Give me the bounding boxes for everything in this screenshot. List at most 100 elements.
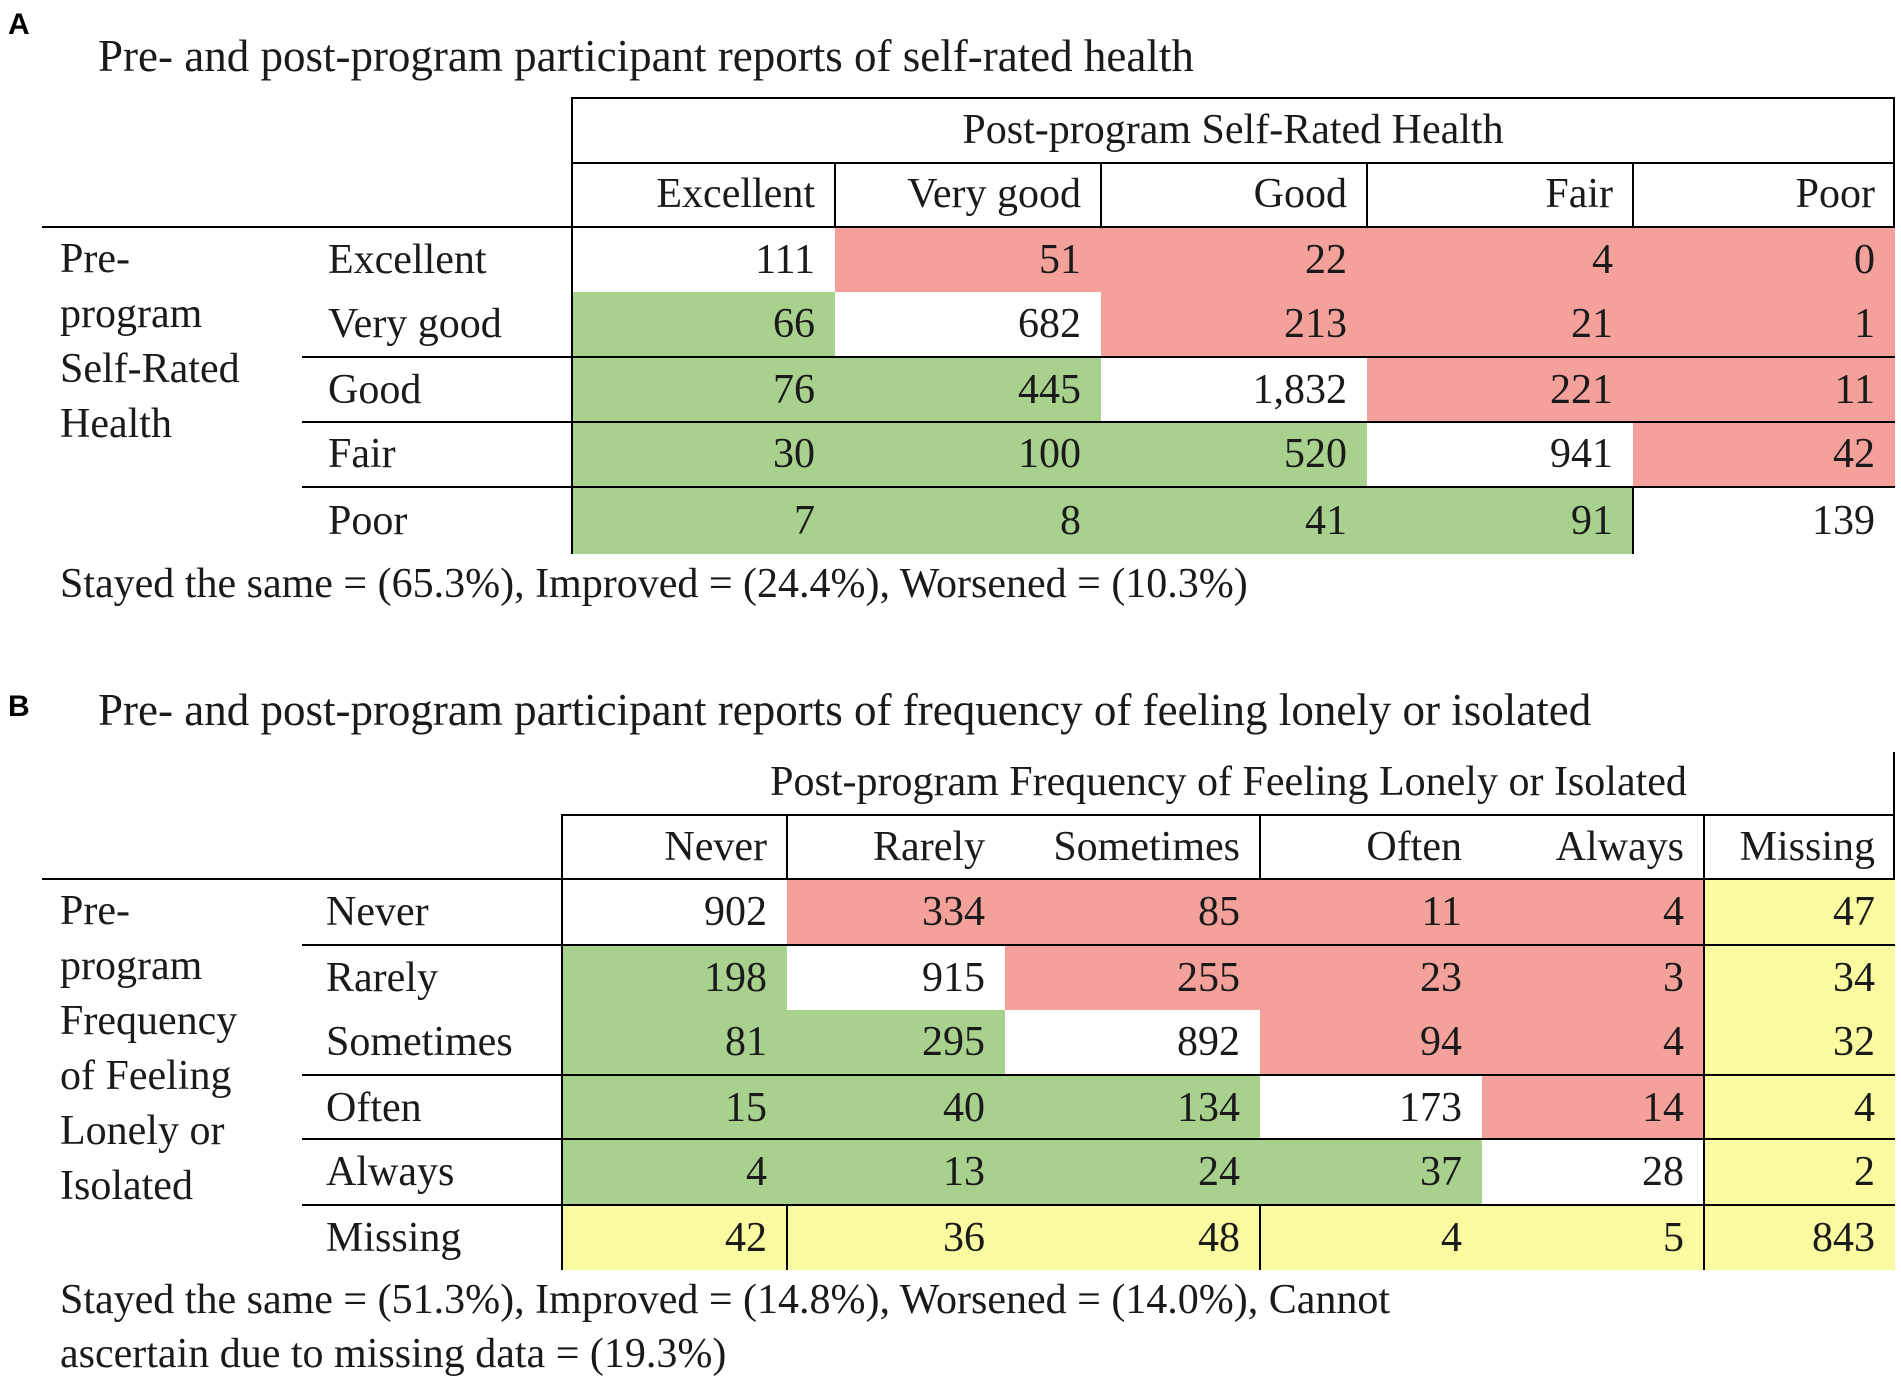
panel-b-rule [1703, 814, 1705, 1270]
panel-b-cell: 23 [1260, 946, 1482, 1010]
panel-b-cell: 13 [787, 1140, 1005, 1204]
panel-a-rule [1632, 488, 1634, 554]
panel-a-rule [1366, 162, 1368, 226]
panel-a-cell: 11 [1633, 358, 1895, 422]
panel-b-rule [1259, 814, 1261, 878]
panel-a-rule [42, 226, 1895, 228]
panel-b-footnote-line2: ascertain due to missing data = (19.3%) [60, 1331, 727, 1377]
panel-b-cell: 32 [1704, 1010, 1895, 1074]
panel-b-col-header: Sometimes [1053, 824, 1240, 870]
panel-b-cell: 4 [1482, 880, 1704, 944]
panel-a-col-header: Good [1253, 171, 1347, 217]
panel-b-rule [302, 1138, 1895, 1140]
panel-b-col-header: Never [664, 824, 767, 870]
panel-b-row-group-header: Pre- program Frequency of Feeling Lonely… [60, 888, 238, 1209]
panel-a-row-label: Poor [328, 498, 408, 544]
panel-a-letter: A [8, 8, 30, 41]
panel-b-col-header: Always [1555, 824, 1684, 870]
panel-b-cell: 85 [1005, 880, 1260, 944]
panel-a-row-label: Fair [328, 431, 396, 477]
panel-a-title: Pre- and post-program participant report… [98, 31, 1194, 81]
panel-a-cell: 682 [1018, 301, 1081, 347]
panel-b-cell: 295 [787, 1010, 1005, 1074]
panel-a-cell: 4 [1367, 228, 1633, 292]
panel-a-col-group-header: Post-program Self-Rated Health [962, 107, 1504, 153]
panel-a-row-label: Good [328, 367, 422, 413]
panel-b-rule [42, 878, 1895, 880]
panel-b-col-header: Missing [1739, 824, 1875, 870]
panel-a-cell: 139 [1812, 498, 1875, 544]
panel-b-col-header: Often [1366, 824, 1462, 870]
panel-a-cell: 1 [1633, 292, 1895, 356]
panel-a-cell: 941 [1550, 431, 1613, 477]
panel-b-title: Pre- and post-program participant report… [98, 685, 1592, 735]
panel-b-cell: 4 [1482, 1010, 1704, 1074]
panel-b-rule [786, 1206, 788, 1270]
panel-b-row-label: Never [326, 889, 429, 935]
panel-b-row-label: Often [326, 1085, 422, 1131]
panel-a-row-group-header: Pre- program Self-Rated Health [60, 236, 240, 447]
panel-b-letter: B [8, 690, 30, 723]
panel-a-cell: 445 [835, 358, 1101, 422]
panel-a-cell: 221 [1367, 358, 1633, 422]
panel-b-row-label: Always [326, 1149, 455, 1195]
panel-b-cell: 4 [562, 1140, 787, 1204]
panel-b-cell: 28 [1642, 1149, 1684, 1195]
panel-a-cell: 30 [573, 422, 835, 486]
panel-a-footnote: Stayed the same = (65.3%), Improved = (2… [60, 561, 1248, 607]
panel-b-cell: 5 [1482, 1206, 1704, 1270]
panel-a-row-label: Excellent [328, 237, 487, 283]
panel-b-rule [561, 814, 563, 1270]
panel-a-rule [1893, 97, 1895, 228]
panel-a-cell: 41 [1101, 488, 1367, 554]
panel-b-footnote-line1: Stayed the same = (51.3%), Improved = (1… [60, 1277, 1391, 1323]
panel-a-cell: 8 [835, 488, 1101, 554]
panel-a-rule [573, 162, 1895, 164]
panel-b-cell: 4 [1260, 1206, 1482, 1270]
panel-a-cell: 42 [1633, 422, 1895, 486]
panel-b-col-header: Rarely [873, 824, 985, 870]
panel-b-row-label: Rarely [326, 955, 438, 1001]
panel-a-cell: 100 [835, 422, 1101, 486]
panel-b-cell: 3 [1482, 946, 1704, 1010]
panel-a-row-label: Very good [328, 301, 502, 347]
panel-b-rule [1259, 1206, 1261, 1270]
panel-b-rule [302, 944, 1895, 946]
panel-b-cell: 11 [1260, 880, 1482, 944]
panel-a-cell: 111 [755, 237, 815, 283]
panel-a-cell: 22 [1101, 228, 1367, 292]
panel-a-rule [302, 421, 1895, 423]
panel-b-row-label: Sometimes [326, 1019, 513, 1065]
panel-a-rule [834, 162, 836, 226]
panel-a-cell: 0 [1633, 228, 1895, 292]
panel-a-cell: 21 [1367, 292, 1633, 356]
panel-a-cell: 520 [1101, 422, 1367, 486]
panel-a-rule [302, 486, 1895, 488]
panel-a-rule [302, 356, 1895, 358]
panel-b-cell: 37 [1260, 1140, 1482, 1204]
panel-b-cell: 915 [922, 955, 985, 1001]
panel-a-col-header: Excellent [656, 171, 815, 217]
panel-b-cell: 198 [562, 946, 787, 1010]
panel-b-cell: 4 [1704, 1076, 1895, 1140]
panel-b-cell: 892 [1177, 1019, 1240, 1065]
panel-b-cell: 34 [1704, 946, 1895, 1010]
panel-b-cell: 24 [1005, 1140, 1260, 1204]
panel-a-col-header: Very good [907, 171, 1081, 217]
panel-a-cell: 213 [1101, 292, 1367, 356]
panel-b-cell: 94 [1260, 1010, 1482, 1074]
panel-b-cell: 40 [787, 1076, 1005, 1140]
panel-b-cell: 843 [1704, 1206, 1895, 1270]
panel-a-cell: 7 [573, 488, 835, 554]
panel-b-rule [786, 814, 788, 878]
panel-b-cell: 14 [1482, 1076, 1704, 1140]
panel-b-cell: 334 [787, 880, 1005, 944]
panel-b-cell: 15 [562, 1076, 787, 1140]
panel-b-row-label: Missing [326, 1215, 462, 1261]
panel-b-rule [1893, 752, 1895, 880]
panel-b-cell: 81 [562, 1010, 787, 1074]
panel-a-cell: 51 [835, 228, 1101, 292]
panel-b-cell: 36 [787, 1206, 1005, 1270]
panel-a-cell: 91 [1367, 488, 1633, 554]
panel-b-rule [302, 1074, 1895, 1076]
